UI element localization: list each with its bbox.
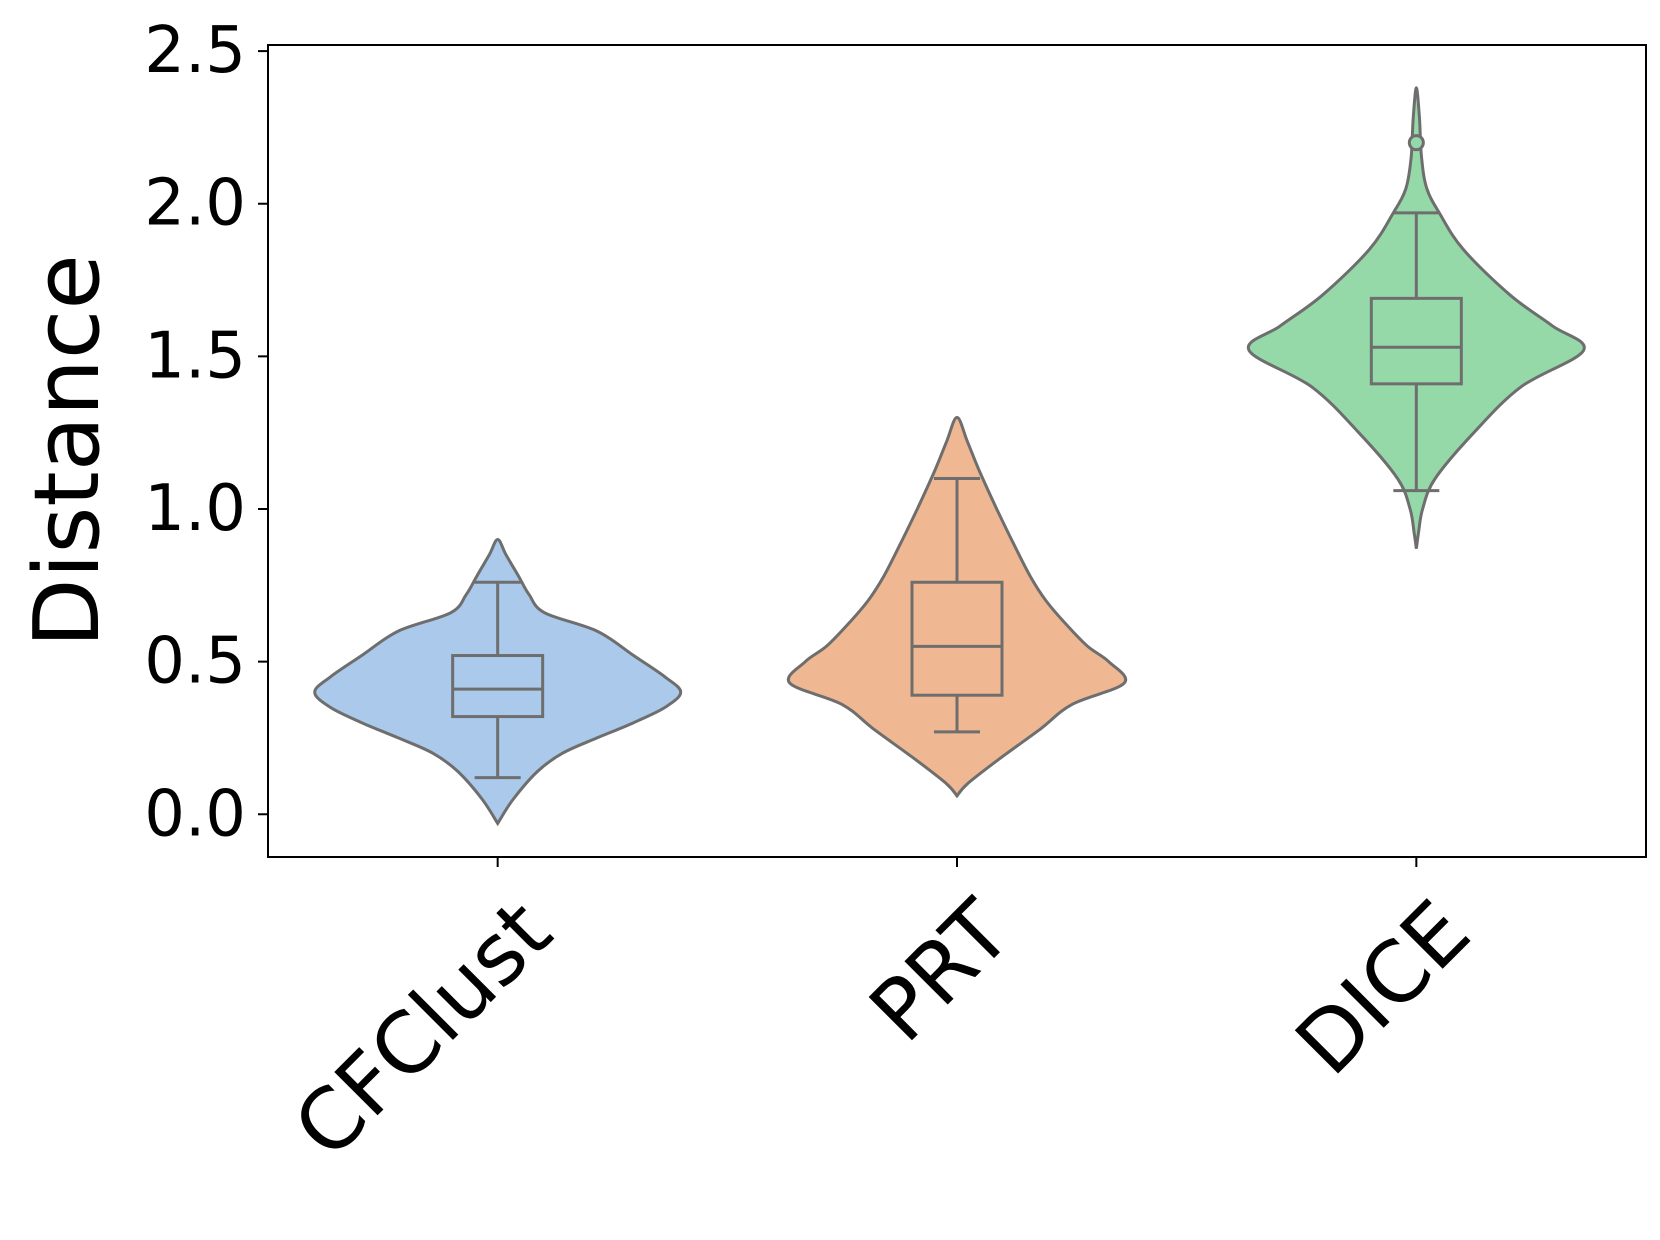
y-tick-label: 0.5 <box>144 625 246 699</box>
x-tick-label-cfclust: CFClust <box>275 882 570 1177</box>
y-tick-label: 2.5 <box>144 14 246 88</box>
x-tick-label-dice: DICE <box>1277 882 1489 1094</box>
y-axis-title: Distance <box>15 254 120 648</box>
y-axis: 0.0 0.5 1.0 1.5 2.0 2.5 <box>144 14 268 851</box>
outlier-point <box>1407 134 1425 152</box>
y-tick-label: 1.5 <box>144 319 246 393</box>
violin-group <box>313 86 1586 827</box>
box-iqr <box>910 580 1004 697</box>
y-tick-label: 2.0 <box>144 167 246 241</box>
x-tick-label-prt: PRT <box>851 881 1030 1060</box>
box-iqr <box>1369 296 1463 386</box>
y-tick-label: 1.0 <box>144 472 246 546</box>
box-iqr <box>451 654 545 719</box>
x-axis: CFClust PRT DICE <box>275 857 1489 1177</box>
y-tick-label: 0.0 <box>144 777 246 851</box>
